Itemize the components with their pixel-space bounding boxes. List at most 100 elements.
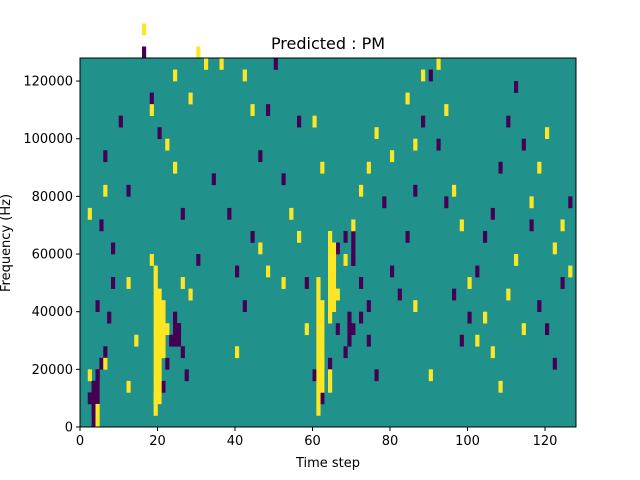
heatmap-cell-low [161, 380, 166, 393]
heatmap-cell-low [521, 138, 526, 151]
heatmap-cell-high [428, 369, 433, 382]
heatmap-cell-low [382, 196, 387, 209]
heatmap-cell-high [126, 277, 131, 289]
heatmap-cell-high [157, 311, 162, 324]
heatmap-cell-high [157, 369, 162, 382]
heatmap-cell-low [235, 265, 240, 278]
y-axis-title: Frequency (Hz) [0, 194, 14, 292]
heatmap-cell-high [134, 334, 139, 347]
heatmap-cell-high [320, 161, 325, 174]
heatmap-cell-low [95, 392, 100, 405]
heatmap-cell-low [87, 392, 92, 405]
heatmap-cell-low [304, 277, 309, 289]
heatmap-cell-high [281, 277, 286, 289]
heatmap-cell-high [312, 115, 317, 128]
heatmap-cell-high [153, 369, 158, 382]
heatmap-cell-low [103, 150, 108, 163]
x-axis-ticks: 0 20 40 60 80 100 120 [76, 427, 557, 449]
heatmap-cell-high [331, 265, 337, 278]
heatmap-cell-high [537, 161, 542, 174]
heatmap-cell-low [347, 323, 352, 336]
heatmap-cell-high [328, 311, 333, 324]
heatmap-cell-high [320, 334, 325, 347]
heatmap-cell-high [328, 254, 333, 266]
y-tick-label: 80000 [32, 190, 73, 205]
heatmap-cell-low [359, 311, 364, 324]
heatmap-cell-low [95, 300, 100, 312]
heatmap-cell-high [568, 265, 573, 278]
y-axis-ticks: 0 20000 40000 60000 80000 100000 120000 [23, 75, 80, 436]
heatmap-cell-high [161, 346, 166, 359]
heatmap-cell-high [514, 254, 519, 266]
heatmap-cell-high [87, 369, 92, 382]
heatmap-cell-high [331, 254, 337, 266]
heatmap-cell-high [545, 127, 550, 140]
heatmap-cell-high [304, 323, 309, 336]
heatmap-cell-high [142, 23, 147, 36]
heatmap-cell-high [552, 242, 557, 255]
heatmap-cell-high [153, 323, 158, 336]
heatmap-cell-low [184, 369, 189, 382]
x-tick-label: 60 [304, 434, 321, 449]
heatmap-cell-high [331, 288, 337, 301]
heatmap-cell-high [173, 69, 178, 82]
heatmap-cell-high [153, 277, 158, 289]
heatmap-cell-high [153, 357, 158, 370]
chart-title: Predicted : PM [271, 34, 385, 53]
heatmap-cell-low [335, 242, 340, 255]
heatmap-cell-high [560, 219, 565, 232]
heatmap-cell-high [521, 323, 526, 336]
heatmap-cell-low [351, 323, 356, 336]
heatmap-cell-high [320, 323, 325, 336]
heatmap-cell-high [316, 346, 321, 359]
heatmap-cell-low [436, 138, 441, 151]
heatmap-cell-high [316, 369, 321, 382]
heatmap-cell-low [390, 265, 395, 278]
heatmap-cell-high [157, 357, 162, 370]
heatmap-cell-high [258, 242, 263, 255]
heatmap-cell-high [320, 380, 325, 393]
heatmap-cell-high [157, 334, 162, 347]
heatmap-cell-low [91, 403, 96, 416]
heatmap-cell-low [227, 207, 232, 220]
heatmap-cell-high [180, 277, 185, 289]
heatmap-cell-low [176, 334, 182, 347]
heatmap-cell-low [320, 392, 325, 405]
heatmap-cell-high [316, 323, 321, 336]
heatmap-cell-low [444, 196, 449, 209]
heatmap-cell-high [157, 323, 162, 336]
heatmap-cell-low [374, 369, 379, 382]
heatmap-cell-low [196, 254, 201, 266]
heatmap-cell-high [366, 161, 371, 174]
heatmap-cell-low [397, 288, 402, 301]
heatmap-cell-high [161, 323, 166, 336]
heatmap-cell-low [452, 288, 457, 301]
heatmap-cell-low [266, 104, 271, 116]
heatmap-cell-high [161, 334, 166, 347]
heatmap-cell-high [328, 380, 333, 393]
x-tick-label: 40 [227, 434, 244, 449]
heatmap-cell-low [537, 300, 542, 312]
heatmap-cell-low [297, 115, 302, 128]
heatmap-cell-high [421, 69, 426, 82]
heatmap-cell-low [347, 311, 352, 324]
heatmap-cell-high [316, 311, 321, 324]
heatmap-cell-low [351, 254, 356, 266]
heatmap-cell-low [459, 334, 464, 347]
heatmap-cell-low [312, 369, 317, 382]
heatmap-cell-low [157, 127, 162, 140]
heatmap-cell-high [297, 230, 302, 243]
heatmap-cell-high [328, 242, 333, 255]
heatmap-cell-high [328, 277, 333, 289]
heatmap-cell-high [320, 369, 325, 382]
heatmap-cell-low [250, 230, 255, 243]
heatmap-cell-high [335, 288, 340, 301]
heatmap-cell-high [374, 127, 379, 140]
heatmap-cell-high [157, 392, 162, 405]
heatmap-cell-high [188, 92, 193, 105]
heatmap-cell-low [149, 92, 154, 105]
heatmap-cell-high [153, 380, 158, 393]
y-tick-label: 100000 [23, 132, 73, 147]
x-tick-label: 100 [455, 434, 480, 449]
heatmap-cell-high [413, 138, 418, 151]
